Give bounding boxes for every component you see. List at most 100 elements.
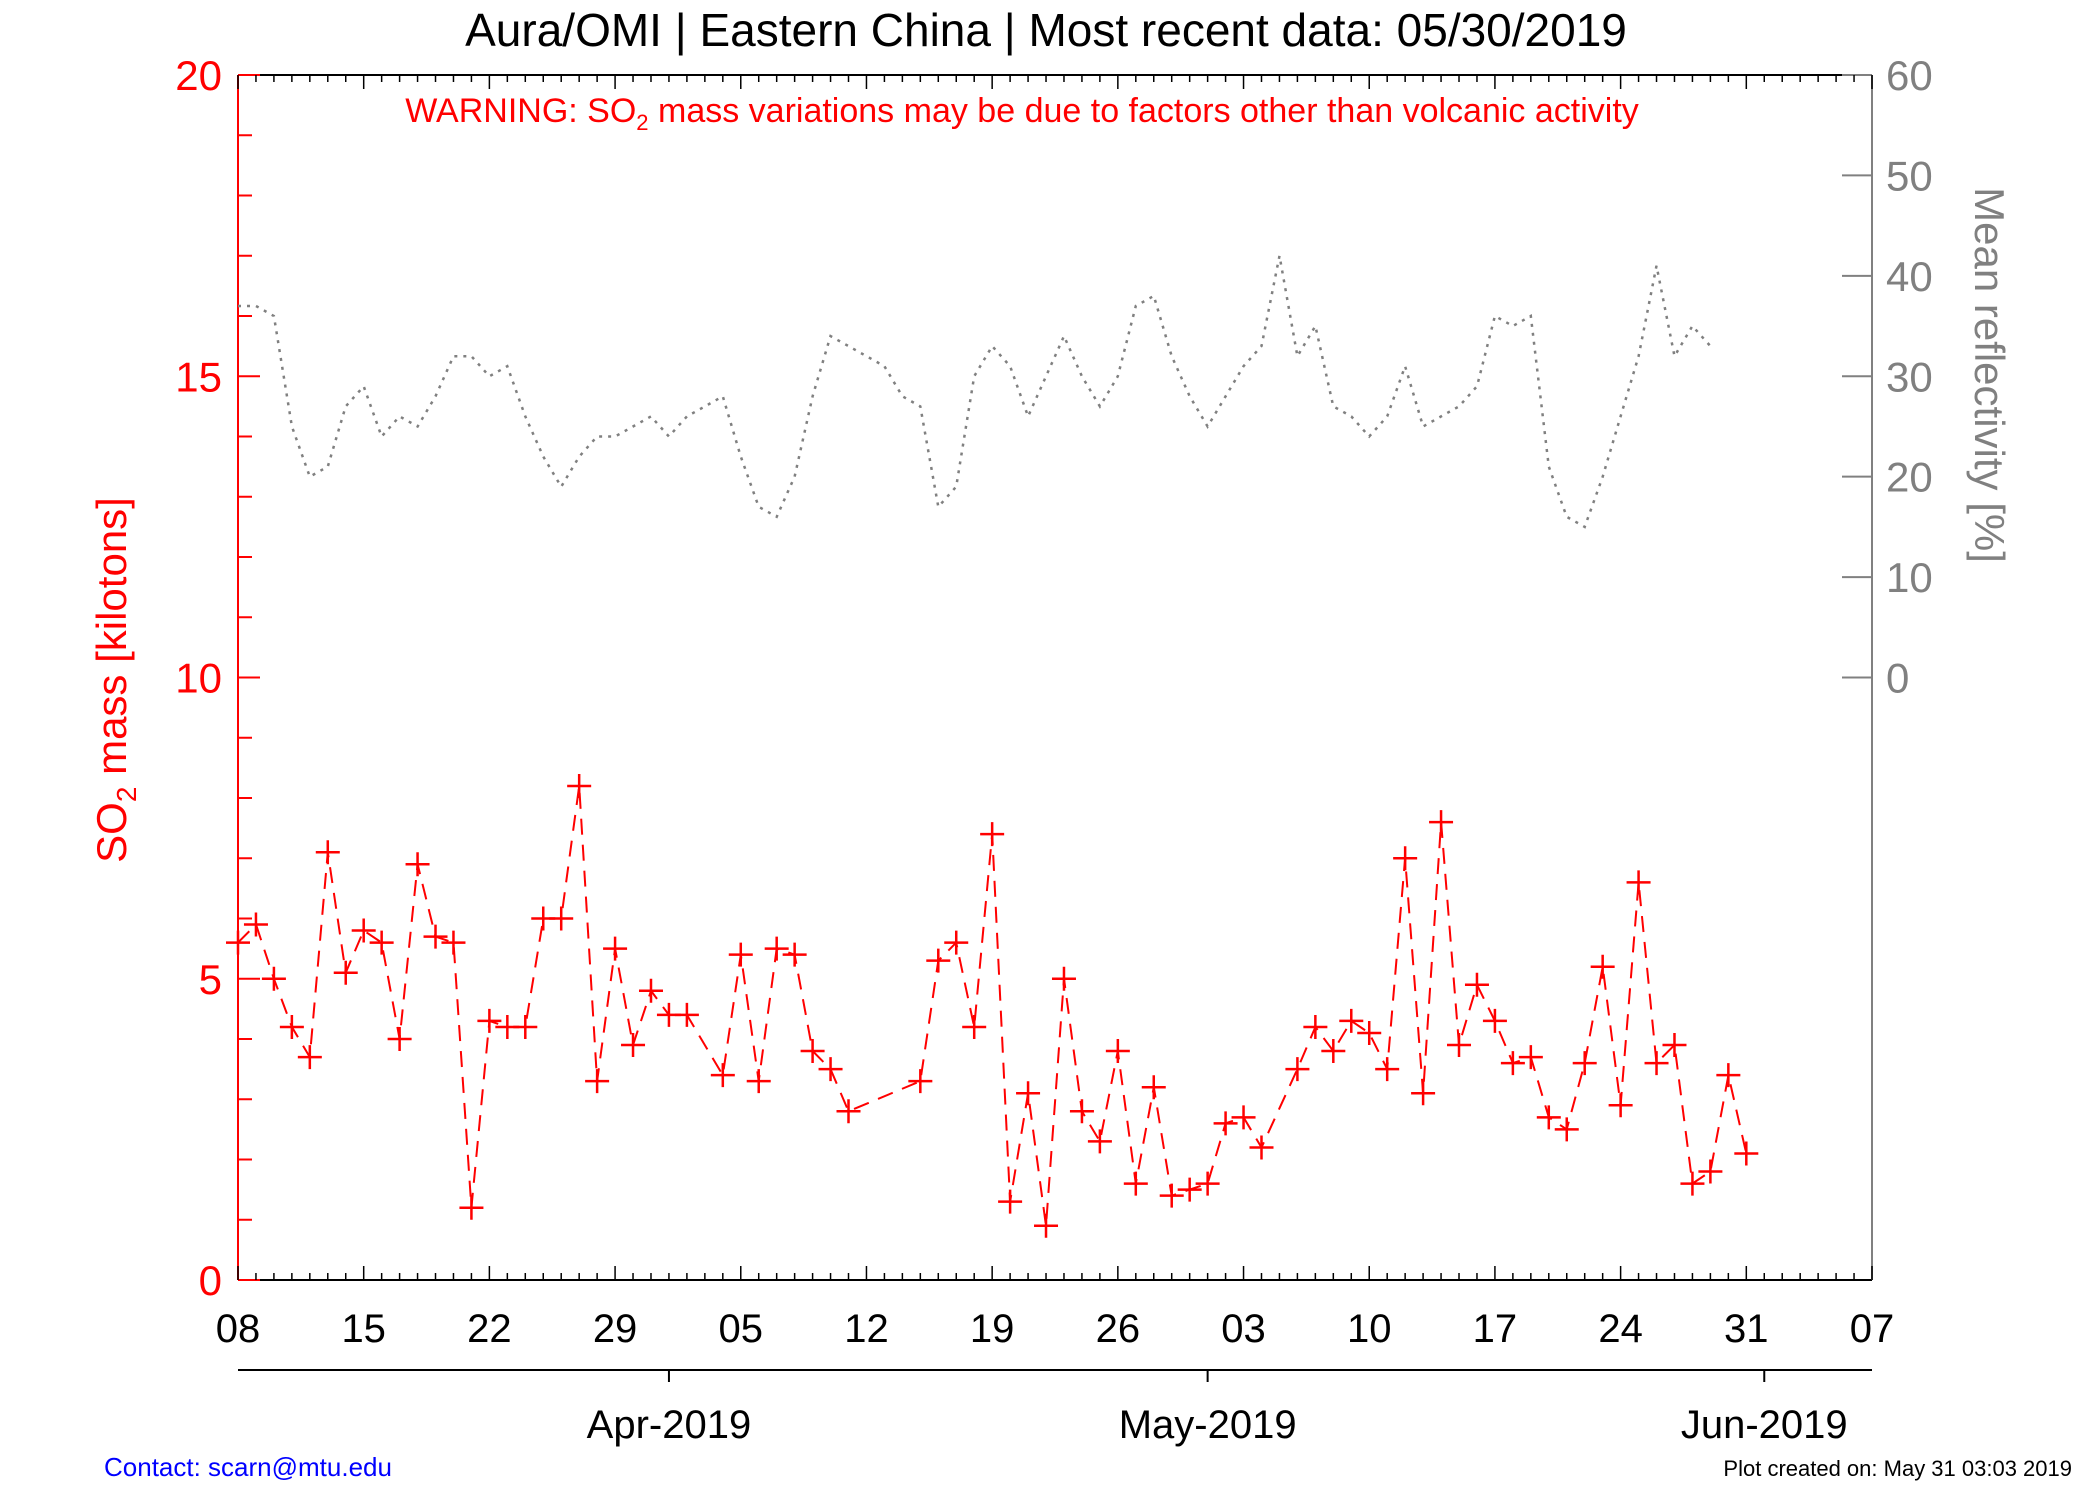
so2-point-marker bbox=[315, 840, 340, 865]
right-axis-tick-label: 40 bbox=[1886, 253, 1933, 300]
so2-point-marker bbox=[1051, 966, 1076, 991]
so2-point-marker bbox=[1716, 1063, 1741, 1088]
so2-point-marker bbox=[800, 1039, 825, 1064]
so2-point-marker bbox=[585, 1069, 610, 1094]
so2-point-marker bbox=[1662, 1033, 1687, 1058]
so2-point-marker bbox=[1285, 1057, 1310, 1082]
left-axis-tick-label: 20 bbox=[175, 52, 222, 99]
so2-point-marker bbox=[1034, 1213, 1059, 1238]
so2-point-marker bbox=[1536, 1105, 1561, 1130]
plot-created-text: Plot created on: May 31 03:03 2019 bbox=[1723, 1456, 2072, 1481]
left-axis-label-prefix: SO bbox=[88, 802, 135, 863]
so2-point-marker bbox=[908, 1069, 933, 1094]
so2-point-marker bbox=[818, 1057, 843, 1082]
so2-point-marker bbox=[1249, 1135, 1274, 1160]
x-axis-tick-label: 22 bbox=[467, 1307, 512, 1351]
x-axis-tick-label: 08 bbox=[216, 1307, 261, 1351]
so2-point-marker bbox=[674, 1002, 699, 1027]
month-axis: Apr-2019 May-2019 Jun-2019 bbox=[238, 1369, 1872, 1447]
so2-point-marker bbox=[1680, 1171, 1705, 1196]
contact-text: Contact: scarn@mtu.edu bbox=[104, 1452, 392, 1482]
warning-suffix: mass variations may be due to factors ot… bbox=[649, 92, 1639, 130]
x-axis-tick-label: 03 bbox=[1221, 1307, 1266, 1351]
warning-prefix: WARNING: SO bbox=[405, 92, 636, 130]
so2-point-marker bbox=[728, 942, 753, 967]
so2-point-marker bbox=[477, 1008, 502, 1033]
so2-point-marker bbox=[944, 930, 969, 955]
so2-point-marker bbox=[1500, 1051, 1525, 1076]
so2-point-marker bbox=[926, 948, 951, 973]
so2-point-marker bbox=[1213, 1111, 1238, 1136]
warning-subscript: 2 bbox=[636, 110, 648, 135]
so2-point-marker bbox=[1087, 1129, 1112, 1154]
x-axis-tick-label: 31 bbox=[1724, 1307, 1769, 1351]
so2-point-marker bbox=[998, 1189, 1023, 1214]
so2-point-marker bbox=[1339, 1008, 1364, 1033]
so2-point-marker bbox=[1016, 1081, 1041, 1106]
so2-point-marker bbox=[1141, 1075, 1166, 1100]
so2-point-marker bbox=[782, 942, 807, 967]
left-axis-label-suffix: mass [kilotons] bbox=[88, 497, 135, 786]
x-axis-tick-label: 24 bbox=[1598, 1307, 1643, 1351]
so2-point-marker bbox=[621, 1033, 646, 1058]
so2-point-marker bbox=[962, 1014, 987, 1039]
right-axis-tick-label: 60 bbox=[1886, 52, 1933, 99]
so2-point-marker bbox=[1608, 1093, 1633, 1118]
right-axis-tick-label: 50 bbox=[1886, 152, 1933, 199]
reflectivity-line bbox=[238, 255, 1712, 529]
so2-point-marker bbox=[1429, 810, 1454, 835]
so2-point-marker bbox=[1554, 1117, 1579, 1142]
x-axis-tick-label: 29 bbox=[593, 1307, 638, 1351]
so2-point-marker bbox=[243, 912, 268, 937]
so2-point-marker bbox=[1411, 1081, 1436, 1106]
so2-point-marker bbox=[567, 773, 592, 798]
so2-point-marker bbox=[369, 930, 394, 955]
so2-point-marker bbox=[1177, 1177, 1202, 1202]
left-axis-tick-label: 5 bbox=[199, 956, 222, 1003]
so2-point-marker bbox=[351, 918, 376, 943]
so2-point-marker bbox=[1447, 1033, 1472, 1058]
so2-point-marker bbox=[1375, 1057, 1400, 1082]
so2-point-marker bbox=[1644, 1051, 1669, 1076]
chart-title: Aura/OMI | Eastern China | Most recent d… bbox=[465, 4, 1627, 56]
so2-point-marker bbox=[423, 924, 448, 949]
so2-series bbox=[226, 773, 1759, 1238]
so2-point-marker bbox=[1734, 1141, 1759, 1166]
so2-line bbox=[237, 785, 1748, 1226]
so2-point-marker bbox=[1626, 870, 1651, 895]
so2-point-marker bbox=[1518, 1045, 1543, 1070]
so2-point-marker bbox=[297, 1045, 322, 1070]
so2-point-marker bbox=[1393, 846, 1418, 871]
so2-point-marker bbox=[1482, 1008, 1507, 1033]
so2-point-marker bbox=[387, 1027, 412, 1051]
left-axis-tick-label: 15 bbox=[175, 353, 222, 400]
so2-point-marker bbox=[549, 906, 574, 931]
left-axis-tick-label: 0 bbox=[199, 1257, 222, 1304]
so2-point-marker bbox=[261, 966, 286, 991]
right-axis-tick-label: 20 bbox=[1886, 454, 1933, 501]
so2-point-marker bbox=[333, 960, 358, 985]
x-axis-tick-label: 26 bbox=[1096, 1307, 1141, 1351]
so2-point-marker bbox=[459, 1195, 484, 1220]
so2-point-marker bbox=[1105, 1039, 1130, 1064]
so2-point-marker bbox=[638, 978, 663, 1003]
so2-point-marker bbox=[441, 930, 466, 955]
right-axis-tick-label: 0 bbox=[1886, 655, 1909, 702]
x-axis-tick-label: 05 bbox=[719, 1307, 764, 1351]
so2-point-marker bbox=[1195, 1171, 1220, 1196]
so2-point-marker bbox=[513, 1014, 538, 1039]
left-axis-label: SO2 mass [kilotons] bbox=[88, 497, 142, 863]
month-axis-label: Jun-2019 bbox=[1681, 1403, 1848, 1447]
so2-point-marker bbox=[603, 936, 628, 961]
so2-point-marker bbox=[1159, 1183, 1184, 1208]
so2-point-marker bbox=[1590, 954, 1615, 979]
left-axis: 0 5 10 15 20 bbox=[175, 52, 260, 1304]
right-axis-tick-label: 30 bbox=[1886, 353, 1933, 400]
left-axis-tick-label: 10 bbox=[175, 655, 222, 702]
so2-point-marker bbox=[746, 1069, 771, 1094]
x-axis: 08 15 22 29 05 12 19 26 03 10 17 24 31 07 bbox=[216, 75, 1894, 1351]
so2-point-marker bbox=[1698, 1159, 1723, 1184]
so2-point-marker bbox=[1069, 1099, 1094, 1124]
x-axis-tick-label: 12 bbox=[844, 1307, 889, 1351]
